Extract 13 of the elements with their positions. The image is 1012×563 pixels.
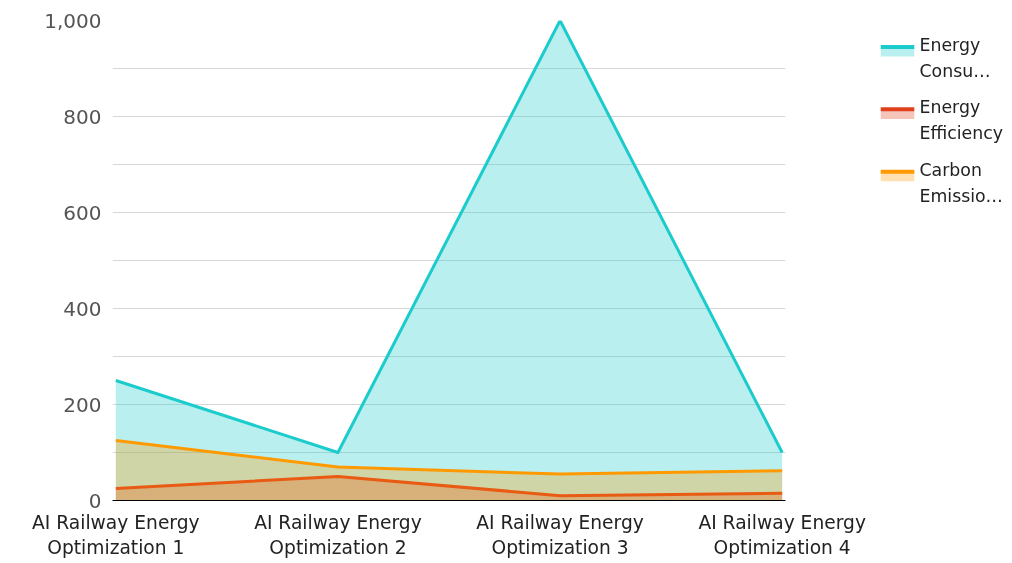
legend-label: Energy Efficiency — [919, 97, 1003, 144]
y-tick-label: 200 — [63, 392, 102, 417]
y-tick-label: 800 — [63, 104, 102, 129]
legend-label: Carbon Emissio… — [919, 159, 1003, 206]
legend-label: Energy Consu… — [919, 34, 991, 81]
x-tick-label: AI Railway Energy Optimization 3 — [476, 511, 644, 558]
x-tick-label: AI Railway Energy Optimization 2 — [254, 511, 422, 558]
x-tick-label: AI Railway Energy Optimization 4 — [698, 511, 866, 558]
x-tick-label: AI Railway Energy Optimization 1 — [32, 511, 200, 558]
y-tick-label: 0 — [88, 488, 102, 513]
y-tick-label: 400 — [63, 296, 102, 321]
y-tick-label: 1,000 — [44, 8, 102, 33]
y-tick-label: 600 — [63, 200, 102, 225]
